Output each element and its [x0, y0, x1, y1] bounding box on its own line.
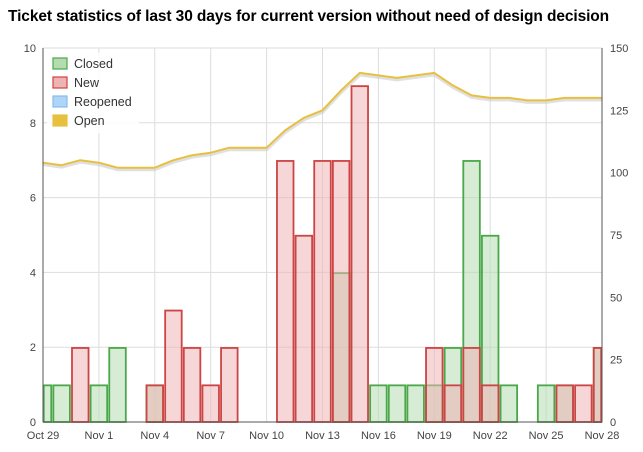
y-left-tick-label: 2: [30, 342, 36, 354]
y-left-tick-label: 6: [30, 193, 36, 205]
bar-new: [331, 160, 351, 423]
x-tick-label: Oct 29: [27, 430, 59, 442]
bar-new: [425, 347, 444, 423]
bar-closed: [406, 384, 425, 423]
legend-swatch-open: [52, 114, 68, 127]
bar-closed: [52, 384, 71, 423]
legend-label-reopened: Reopened: [74, 95, 132, 109]
y-right-tick-label: 75: [610, 230, 622, 242]
line-shadow: [42, 72, 602, 172]
y-left-tick-label: 10: [24, 43, 36, 55]
bar-new: [71, 347, 90, 423]
bar-new: [164, 309, 183, 423]
bar-closed: [89, 384, 109, 423]
y-right-tick-label: 0: [610, 417, 616, 429]
y-right-tick-label: 25: [610, 355, 622, 367]
x-tick-label: Nov 19: [417, 430, 452, 442]
bar-new: [555, 384, 574, 423]
legend-swatch-reopened: [52, 95, 68, 108]
bar-new: [201, 384, 220, 423]
x-tick-label: Nov 25: [529, 430, 564, 442]
bar-new: [182, 347, 202, 423]
bar-new: [481, 384, 500, 423]
x-tick-label: Nov 16: [361, 430, 396, 442]
legend-label-closed: Closed: [74, 57, 113, 71]
y-right-tick-label: 150: [610, 43, 628, 55]
bar-new: [350, 85, 369, 423]
bar-new: [294, 234, 314, 423]
bar-closed: [536, 384, 556, 423]
y-left-tick-label: 4: [30, 267, 36, 279]
line-open: [42, 71, 602, 169]
legend-label-open: Open: [74, 114, 105, 128]
x-tick-label: Nov 1: [85, 430, 114, 442]
bar-closed: [499, 384, 519, 423]
legend-label-new: New: [74, 76, 100, 90]
y-left-tick-label: 8: [30, 118, 36, 130]
bar-new: [145, 384, 164, 423]
bar-new: [220, 347, 239, 423]
legend-swatch-closed: [52, 57, 68, 70]
y-right-tick-label: 50: [610, 292, 622, 304]
chart-title: Ticket statistics of last 30 days for cu…: [8, 8, 610, 25]
y-right-tick-label: 100: [610, 168, 628, 180]
x-tick-label: Nov 13: [305, 430, 340, 442]
bar-closed: [108, 347, 127, 423]
bar-new: [276, 160, 295, 423]
bar-closed: [42, 384, 53, 423]
bar-new: [313, 160, 332, 423]
open-line: [42, 71, 602, 172]
x-tick-label: Nov 28: [585, 430, 620, 442]
bar-closed: [387, 384, 407, 423]
bars: [42, 85, 603, 423]
bar-new: [462, 347, 481, 423]
x-tick-label: Nov 10: [249, 430, 284, 442]
bar-new: [592, 347, 603, 423]
x-tick-label: Nov 7: [196, 430, 225, 442]
bar-closed: [369, 384, 388, 423]
y-left-tick-label: 0: [30, 417, 36, 429]
bar-new: [574, 384, 593, 423]
legend: Closed New Reopened Open: [47, 53, 139, 133]
legend-swatch-new: [52, 76, 68, 89]
x-tick-label: Nov 22: [473, 430, 508, 442]
bar-new: [443, 384, 463, 423]
x-tick-label: Nov 4: [140, 430, 169, 442]
y-right-tick-label: 125: [610, 105, 628, 117]
